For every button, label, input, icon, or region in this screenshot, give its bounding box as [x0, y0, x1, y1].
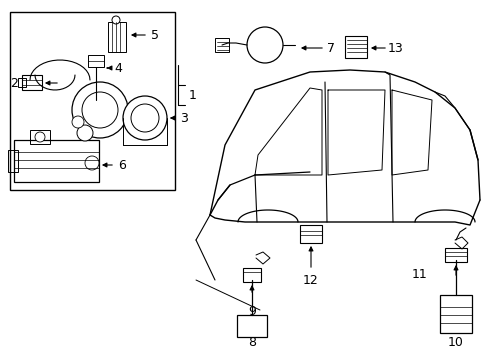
Bar [18, 78, 26, 87]
Circle shape [72, 82, 128, 138]
Bar [8, 150, 18, 172]
Circle shape [72, 116, 84, 128]
Text: 11: 11 [411, 269, 427, 282]
Circle shape [85, 156, 99, 170]
Text: 4: 4 [114, 62, 122, 75]
Circle shape [77, 125, 93, 141]
Bar [299, 225, 321, 243]
Circle shape [123, 96, 167, 140]
Bar [88, 55, 104, 67]
Circle shape [82, 92, 118, 128]
Circle shape [112, 16, 120, 24]
Bar [444, 248, 466, 262]
Bar [243, 268, 261, 282]
Bar [22, 75, 42, 90]
Text: 9: 9 [247, 305, 255, 318]
Bar [237, 315, 266, 337]
Text: 10: 10 [447, 336, 463, 348]
Text: 6: 6 [118, 158, 126, 171]
Bar [108, 22, 126, 52]
Bar [215, 38, 228, 52]
Circle shape [35, 132, 45, 142]
Text: 8: 8 [247, 336, 256, 348]
Text: 12: 12 [303, 274, 318, 287]
Bar [439, 295, 471, 333]
Bar [14, 140, 99, 182]
Bar [30, 130, 50, 144]
Bar [345, 36, 366, 58]
Text: 13: 13 [387, 41, 403, 54]
Text: 5: 5 [151, 28, 159, 41]
Circle shape [246, 27, 283, 63]
Text: 3: 3 [180, 112, 187, 125]
Text: 1: 1 [189, 89, 197, 102]
Circle shape [131, 104, 159, 132]
Bar [10, 12, 175, 190]
Text: 7: 7 [326, 41, 334, 54]
Text: 2: 2 [10, 77, 18, 90]
